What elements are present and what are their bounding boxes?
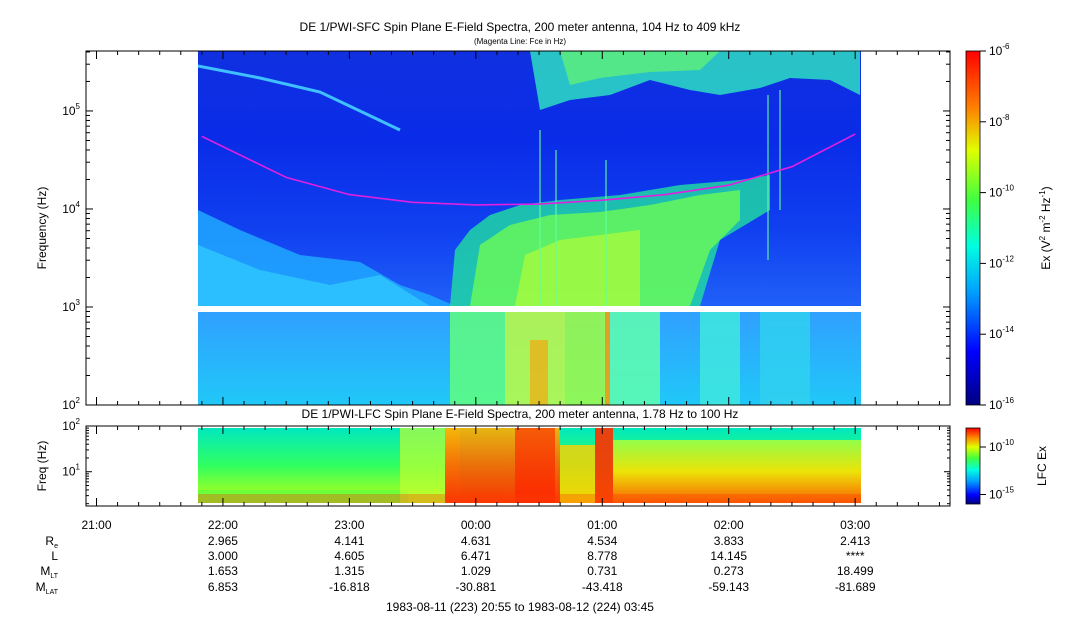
ephemeris-value: 1.029: [461, 564, 491, 578]
ephemeris-value: 18.499: [837, 564, 874, 578]
sfc-y-tick-label: 103: [62, 298, 80, 314]
ephemeris-value: 4.534: [587, 534, 617, 548]
sfc-chart-title: DE 1/PWI-SFC Spin Plane E-Field Spectra,…: [300, 20, 741, 34]
ephemeris-value: 8.778: [587, 549, 617, 563]
sfc-y-tick-label: 104: [62, 200, 80, 216]
ephemeris-value: -30.881: [455, 580, 496, 594]
ephemeris-value: 2.413: [840, 534, 870, 548]
ephemeris-value: 4.631: [461, 534, 491, 548]
time-tick-label: 03:00: [840, 518, 870, 532]
sfc-x-ticks: [95, 51, 940, 405]
ephemeris-value: 1.653: [208, 564, 238, 578]
ephemeris-value: 6.853: [208, 580, 238, 594]
ephemeris-value: -81.689: [835, 580, 876, 594]
colorbar-tick-label: 10-14: [989, 325, 1014, 341]
ephemeris-row-label: L: [51, 549, 58, 563]
ephemeris-value: -43.418: [582, 580, 623, 594]
sfc-spectrogram-data: [197, 51, 861, 405]
time-tick-label: 01:00: [587, 518, 617, 532]
colorbar-tick-label: 10-15: [989, 486, 1014, 502]
ephemeris-value: 6.471: [461, 549, 491, 563]
ephemeris-table: Re 2.965 4.141 4.631 4.534 3.833 2.413 L 3.000 4.…: [36, 534, 876, 596]
lfc-colorbar-ticks: 10-10 10-15: [980, 438, 1014, 502]
colorbar-tick-label: 10-8: [989, 113, 1010, 129]
lfc-x-ticks: [95, 426, 940, 506]
lfc-chart-title: DE 1/PWI-LFC Spin Plane E-Field Spectra,…: [302, 407, 739, 421]
sfc-chart-subtitle: (Magenta Line: Fce in Hz): [474, 37, 566, 46]
lfc-y-axis: 101 102: [62, 417, 950, 505]
sfc-colorbar-ticks: 10-6 10-8 10-10 10-12 10-14 10-16: [980, 42, 1014, 412]
lfc-spectrogram-panel: 101 102: [62, 417, 951, 507]
ephemeris-value: 3.833: [714, 534, 744, 548]
colorbar-tick-label: 10-10: [989, 438, 1014, 454]
ephemeris-value: 4.141: [334, 534, 364, 548]
colorbar-tick-label: 10-6: [989, 42, 1010, 58]
time-tick-label: 23:00: [334, 518, 364, 532]
sfc-colorbar-label: Ex (V2 m-2 Hz-1): [1038, 186, 1053, 269]
ephemeris-value: -16.818: [329, 580, 370, 594]
ephemeris-value: 2.965: [208, 534, 238, 548]
time-range-footer: 1983-08-11 (223) 20:55 to 1983-08-12 (22…: [386, 600, 654, 614]
colorbar-tick-label: 10-16: [989, 396, 1014, 412]
lfc-y-axis-label: Freq (Hz): [35, 441, 49, 492]
time-tick-label: 02:00: [714, 518, 744, 532]
lfc-spectrogram-data: [198, 428, 861, 503]
ephemeris-value: 14.145: [710, 549, 747, 563]
ephemeris-value: 0.273: [714, 564, 744, 578]
ephemeris-row-label: MLT: [40, 564, 58, 580]
sfc-y-axis-label: Frequency (Hz): [35, 187, 49, 270]
sfc-y-tick-label: 105: [62, 102, 80, 118]
colorbar-tick-label: 10-10: [989, 184, 1014, 200]
time-axis-labels: 21:00 22:00 23:00 00:00 01:00 02:00 03:00: [81, 518, 870, 532]
time-tick-label: 22:00: [208, 518, 238, 532]
sfc-colorbar: [965, 50, 981, 406]
ephemeris-value: -59.143: [708, 580, 749, 594]
ephemeris-value: 0.731: [587, 564, 617, 578]
lfc-colorbar: [965, 427, 981, 505]
sfc-y-axis: 102 103 104 105: [62, 51, 950, 412]
lfc-colorbar-label: LFC Ex: [1035, 446, 1049, 486]
lfc-y-tick-label: 102: [62, 417, 80, 433]
time-tick-label: 00:00: [461, 518, 491, 532]
sfc-y-tick-label: 102: [62, 396, 80, 412]
ephemeris-value: 3.000: [208, 549, 238, 563]
ephemeris-row-label: Re: [45, 534, 58, 550]
ephemeris-row-label: MLAT: [36, 580, 59, 596]
ephemeris-value: 4.605: [334, 549, 364, 563]
colorbar-tick-label: 10-12: [989, 254, 1014, 270]
fce-magenta-line: [201, 133, 856, 206]
lfc-y-tick-label: 101: [62, 463, 80, 479]
ephemeris-value: 1.315: [334, 564, 364, 578]
sfc-spectrogram-panel: 102 103 104 105: [62, 50, 951, 412]
ephemeris-value: ****: [846, 549, 865, 563]
time-tick-label: 21:00: [81, 518, 111, 532]
